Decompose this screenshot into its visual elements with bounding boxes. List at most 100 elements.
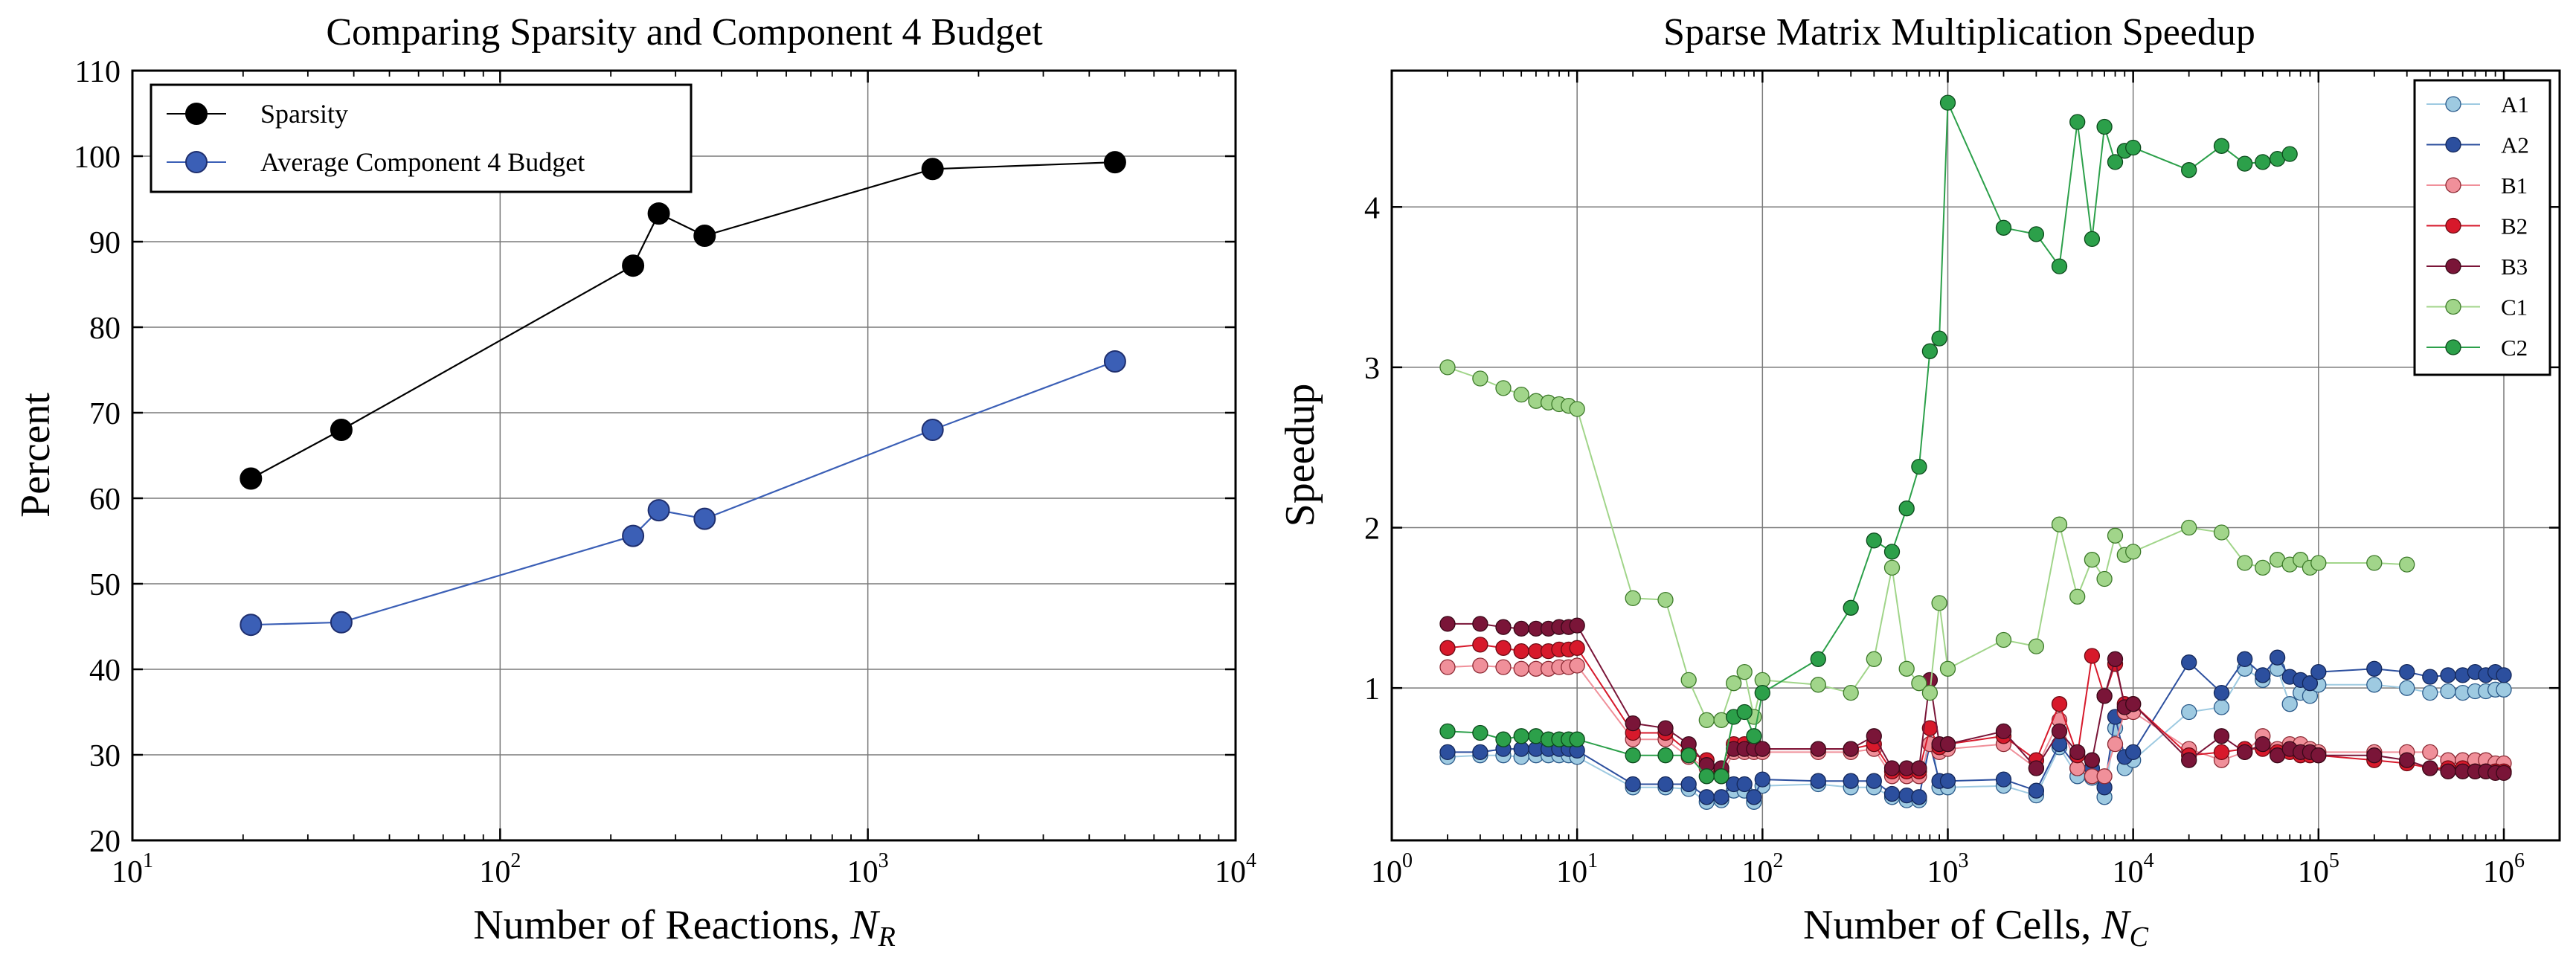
data-point [1939, 660, 1956, 677]
y-tick-label: 2 [1364, 512, 1380, 547]
data-point [1495, 659, 1512, 675]
y-tick-label: 3 [1364, 352, 1380, 386]
data-point [1843, 741, 1859, 757]
data-point [2051, 723, 2068, 740]
data-point [1736, 663, 1753, 680]
data-point [2069, 588, 2086, 605]
legend: A1 A2 B1 B2 B3 C1 C2 [2413, 79, 2551, 376]
y-tick-label: 40 [89, 654, 121, 688]
x-tick-label: 104 [2113, 849, 2154, 889]
data-point [2440, 763, 2456, 779]
data-point [2213, 684, 2230, 701]
data-point [2422, 744, 2438, 761]
legend-label: B3 [2501, 254, 2528, 280]
data-point [622, 254, 645, 277]
data-point [2181, 704, 2197, 721]
data-point [2107, 527, 2124, 544]
y-tick-label: 80 [89, 312, 121, 346]
data-point [1472, 616, 1488, 632]
data-point [2213, 728, 2230, 744]
data-point [2255, 559, 2271, 576]
data-point [1883, 544, 1901, 560]
data-point [330, 419, 353, 441]
data-point [2125, 744, 2142, 761]
x-axis-label: Number of Reactions, NR [473, 902, 896, 953]
data-point [2422, 760, 2438, 776]
data-point [2181, 654, 2197, 671]
legend-box [2413, 79, 2551, 376]
data-point [2237, 744, 2253, 761]
data-point [1513, 660, 1529, 677]
data-point [2422, 684, 2438, 701]
data-point [2084, 231, 2101, 248]
y-tick-label: 60 [89, 483, 121, 517]
x-tick-label: 105 [2298, 849, 2339, 889]
data-point [1746, 789, 1762, 805]
data-point [2399, 556, 2415, 573]
legend-marker [2445, 258, 2461, 274]
data-point [1736, 776, 1753, 793]
series-line-average-component-4-budget [251, 360, 1116, 626]
data-point [240, 614, 263, 637]
data-point [2028, 226, 2045, 242]
data-point [2051, 696, 2068, 712]
data-point [2069, 744, 2086, 761]
data-point [2496, 764, 2512, 782]
data-point [1911, 458, 1927, 475]
legend: Sparsity Average Component 4 Budget [150, 83, 693, 193]
data-point [2125, 139, 2142, 156]
data-point [1103, 350, 1126, 373]
legend-label-sparsity: Sparsity [260, 99, 348, 129]
series-line-sparsity [250, 161, 1115, 480]
data-point [2051, 258, 2068, 274]
data-point [1657, 747, 1674, 764]
data-point [1931, 595, 1947, 611]
data-point [2366, 660, 2383, 677]
data-point [1911, 760, 1927, 776]
data-point [2269, 649, 2286, 666]
data-point [921, 419, 944, 441]
y-tick-label: 1 [1364, 672, 1380, 706]
data-point [1995, 723, 2012, 740]
data-point [2096, 118, 2113, 135]
chart-title: Sparse Matrix Multiplication Speedup [1663, 11, 2255, 54]
y-tick-label: 50 [89, 568, 121, 602]
data-point [2310, 663, 2327, 680]
data-point [1883, 760, 1901, 776]
x-tick-label: 103 [1927, 849, 1968, 889]
y-tick-label: 90 [89, 226, 121, 260]
data-point [1810, 677, 1826, 693]
data-point [2028, 760, 2045, 776]
data-point [2281, 696, 2298, 712]
data-point [1439, 640, 1456, 656]
legend-marker [2445, 298, 2461, 315]
legend-marker-sparsity [185, 103, 208, 125]
data-point [622, 524, 645, 547]
y-tick-label: 30 [89, 739, 121, 773]
data-point [1680, 672, 1697, 689]
data-point [1939, 94, 1956, 111]
legend-marker [2445, 217, 2461, 234]
data-point [2096, 768, 2113, 785]
data-point [1911, 675, 1927, 692]
data-point [2496, 667, 2512, 683]
data-point [2213, 744, 2230, 761]
data-point [1726, 675, 1742, 692]
data-point [2237, 155, 2253, 172]
data-point [2255, 735, 2271, 753]
y-tick-label: 70 [89, 397, 121, 431]
x-tick-label: 102 [1741, 849, 1783, 889]
y-tick-label: 100 [74, 141, 121, 175]
data-point [1843, 684, 1859, 701]
y-tick-label: 110 [75, 55, 121, 89]
x-tick-label: 101 [112, 849, 153, 889]
data-point [1569, 617, 1585, 634]
data-point [1866, 532, 1882, 549]
data-point [1657, 720, 1674, 736]
data-point [2028, 782, 2045, 799]
data-point [1495, 640, 1512, 656]
plot-frame [131, 69, 1237, 842]
sparsity-chart: Comparing Sparsity and Component 4 Budge… [13, 11, 1256, 953]
data-point [1736, 704, 1753, 721]
legend-marker [2445, 96, 2461, 112]
